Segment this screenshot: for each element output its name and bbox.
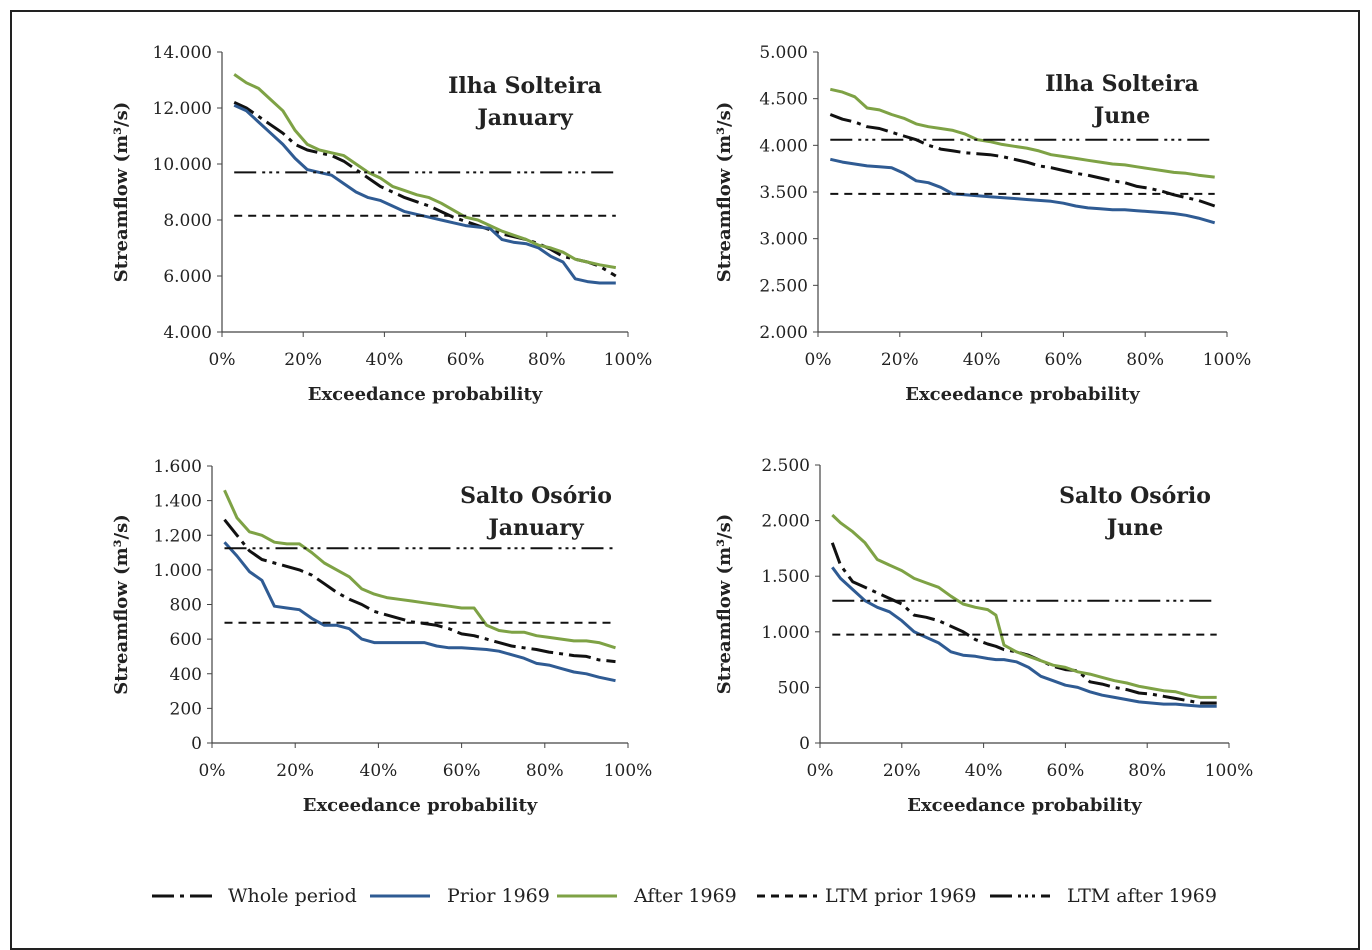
x-tick-label: 0%: [805, 350, 832, 370]
x-tick-label: 100%: [604, 761, 653, 781]
x-tick-label: 0%: [807, 761, 834, 781]
chart-panel-2: 2.000 2.500 3.000 3.500 4.000 4.500 5.000 0% 20%…: [714, 43, 1251, 405]
y-tick-label: 10.000: [153, 155, 212, 175]
panel-title-line: June: [1092, 103, 1150, 129]
x-tick-label: 100%: [1203, 350, 1252, 370]
x-tick-label: 80%: [1128, 761, 1166, 781]
legend-label: Whole period: [228, 885, 357, 907]
x-tick-label: 40%: [366, 350, 404, 370]
legend-item-whole: Whole period: [152, 885, 357, 907]
panel-title-line: June: [1105, 515, 1163, 541]
y-tick-label: 4.000: [759, 136, 808, 156]
y-tick-label: 800: [170, 596, 202, 616]
panel-title-line: Ilha Solteira: [448, 73, 602, 99]
y-tick-label: 500: [778, 678, 810, 698]
figure-canvas: 4.000 6.000 8.000 10.000 12.000 14.000 0% 20% 40…: [111, 43, 1253, 907]
y-tick-label: 2.500: [759, 276, 808, 296]
x-axis-label: Exceedance probability: [308, 384, 543, 405]
x-axis-label: Exceedance probability: [907, 795, 1142, 816]
series-line-prior: [223, 541, 616, 683]
y-tick-label: 200: [170, 699, 202, 719]
x-tick-label: 20%: [276, 761, 314, 781]
x-tick-label: 60%: [1047, 761, 1085, 781]
series-line-whole: [829, 113, 1216, 208]
x-tick-label: 40%: [965, 761, 1003, 781]
x-tick-label: 100%: [604, 350, 653, 370]
y-tick-label: 2.500: [761, 456, 810, 476]
series-line-after: [831, 513, 1217, 699]
panel-title-line: Salto Osório: [1059, 483, 1211, 509]
x-tick-label: 60%: [443, 761, 481, 781]
x-axis-label: Exceedance probability: [303, 795, 538, 816]
series-line-prior: [829, 157, 1216, 225]
x-tick-label: 80%: [526, 761, 564, 781]
legend-item-ltm_prior: LTM prior 1969: [757, 885, 976, 907]
y-tick-label: 1.400: [153, 492, 202, 512]
x-tick-label: 100%: [1205, 761, 1254, 781]
y-tick-label: 2.000: [759, 323, 808, 343]
legend-label: Prior 1969: [447, 885, 550, 907]
chart-panel-3: 0 200 400 600 800 1.000 1.200 1.400 1.600 0% 20% 40…: [111, 457, 652, 816]
chart-panel-1: 4.000 6.000 8.000 10.000 12.000 14.000 0% 20% 40…: [111, 43, 652, 405]
y-tick-label: 1.600: [153, 457, 202, 477]
y-axis-label: Streamflow (m³/s): [714, 102, 735, 282]
y-tick-label: 1.500: [761, 567, 810, 587]
x-tick-label: 80%: [1126, 350, 1164, 370]
panel-title-line: January: [475, 105, 574, 131]
y-tick-label: 3.500: [759, 183, 808, 203]
x-tick-label: 60%: [447, 350, 485, 370]
y-tick-label: 5.000: [759, 43, 808, 63]
y-tick-label: 1.000: [761, 623, 810, 643]
y-axis-label: Streamflow (m³/s): [111, 102, 132, 282]
y-tick-label: 4.000: [163, 323, 212, 343]
x-axis-label: Exceedance probability: [905, 384, 1140, 405]
y-tick-label: 8.000: [163, 211, 212, 231]
panel-title-line: January: [486, 515, 585, 541]
x-tick-label: 60%: [1045, 350, 1083, 370]
series-line-whole: [223, 518, 616, 664]
y-axis-label: Streamflow (m³/s): [714, 514, 735, 694]
panel-title-line: Salto Osório: [460, 483, 612, 509]
y-tick-label: 400: [170, 665, 202, 685]
y-tick-label: 12.000: [153, 99, 212, 119]
y-tick-label: 2.000: [761, 512, 810, 532]
legend-label: After 1969: [633, 885, 737, 907]
legend-item-ltm_after: LTM after 1969: [990, 885, 1217, 907]
y-tick-label: 1.200: [153, 526, 202, 546]
x-tick-label: 80%: [528, 350, 566, 370]
y-tick-label: 3.000: [759, 230, 808, 250]
y-axis-label: Streamflow (m³/s): [111, 514, 132, 694]
x-tick-label: 20%: [881, 350, 919, 370]
x-tick-label: 0%: [199, 761, 226, 781]
x-tick-label: 0%: [209, 350, 236, 370]
y-tick-label: 0: [799, 734, 810, 754]
y-tick-label: 1.000: [153, 561, 202, 581]
x-tick-label: 40%: [360, 761, 398, 781]
x-tick-label: 40%: [963, 350, 1001, 370]
chart-panel-4: 0 500 1.000 1.500 2.000 2.500 0% 20% 40% 60% 80% 10…: [714, 456, 1253, 816]
panel-title-line: Ilha Solteira: [1045, 71, 1199, 97]
legend: Whole period Prior 1969 After 1969 LTM prio…: [152, 885, 1217, 907]
series-line-prior: [233, 103, 616, 285]
x-tick-label: 20%: [883, 761, 921, 781]
series-line-after: [233, 73, 617, 270]
series-line-prior: [831, 566, 1217, 708]
y-tick-label: 600: [170, 630, 202, 650]
y-tick-label: 0: [191, 734, 202, 754]
y-tick-label: 4.500: [759, 90, 808, 110]
series-line-after: [829, 87, 1215, 179]
legend-item-after: After 1969: [557, 885, 737, 907]
x-tick-label: 20%: [284, 350, 322, 370]
legend-item-prior: Prior 1969: [370, 885, 550, 907]
y-tick-label: 14.000: [153, 43, 212, 63]
series-line-after: [223, 489, 616, 650]
legend-label: LTM prior 1969: [825, 885, 976, 907]
legend-label: LTM after 1969: [1067, 885, 1217, 907]
y-tick-label: 6.000: [163, 267, 212, 287]
